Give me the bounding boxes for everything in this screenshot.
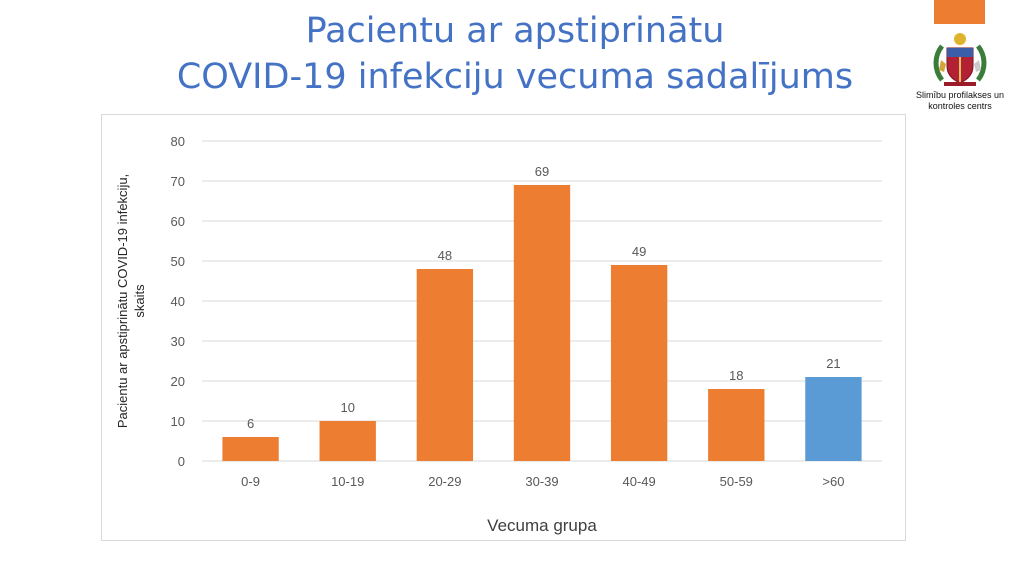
bar-chart: 0 10 20 30 40 50 60 70 80 6 10 48 69 49 18 21 0-9 10-19… xyxy=(115,134,882,535)
latvia-coat-of-arms-icon xyxy=(933,33,987,86)
data-label-50-59: 18 xyxy=(729,368,743,383)
x-axis-ticks: 0-9 10-19 20-29 30-39 40-49 50-59 >60 xyxy=(241,474,844,489)
x-tick-label: 40-49 xyxy=(623,474,656,489)
slide-title-line-1: Pacientu ar apstiprinātu xyxy=(305,11,725,51)
x-tick-label: >60 xyxy=(822,474,844,489)
x-axis-title: Vecuma grupa xyxy=(487,516,597,535)
bar->60 xyxy=(805,377,862,461)
bar-10-19 xyxy=(319,421,376,461)
spkc-logo: Slimību profilakses un kontroles centrs xyxy=(905,30,1015,120)
chart-frame: 0 10 20 30 40 50 60 70 80 6 10 48 69 49 18 21 0-9 10-19… xyxy=(101,114,906,541)
y-axis-title: Pacientu ar apstiprinātu COVID-19 infekc… xyxy=(115,174,147,428)
y-axis-ticks: 0 10 20 30 40 50 60 70 80 xyxy=(171,134,185,469)
y-tick-label: 80 xyxy=(171,134,185,149)
bar-data-labels: 6 10 48 69 49 18 21 xyxy=(247,164,841,431)
y-axis-title-line-1: Pacientu ar apstiprinātu COVID-19 infekc… xyxy=(115,174,130,428)
bars xyxy=(222,185,862,461)
y-axis-title-line-2: skaits xyxy=(132,284,147,318)
x-tick-label: 10-19 xyxy=(331,474,364,489)
data-label-20-29: 48 xyxy=(438,248,452,263)
x-tick-label: 20-29 xyxy=(428,474,461,489)
x-tick-label: 30-39 xyxy=(525,474,558,489)
y-tick-label: 60 xyxy=(171,214,185,229)
data-label-40-49: 49 xyxy=(632,244,646,259)
y-tick-label: 0 xyxy=(178,454,185,469)
y-tick-label: 50 xyxy=(171,254,185,269)
logo-text-line-2: kontroles centrs xyxy=(928,101,992,111)
logo-text-line-1: Slimību profilakses un xyxy=(915,90,1005,100)
accent-bar xyxy=(934,0,985,24)
y-tick-label: 70 xyxy=(171,174,185,189)
bar-0-9 xyxy=(222,437,279,461)
data-label->60: 21 xyxy=(826,356,840,371)
logo-text: Slimību profilakses un kontroles centrs xyxy=(905,90,1015,112)
data-label-30-39: 69 xyxy=(535,164,549,179)
data-label-0-9: 6 xyxy=(247,416,254,431)
bar-30-39 xyxy=(513,185,571,461)
y-tick-label: 20 xyxy=(171,374,185,389)
x-tick-label: 50-59 xyxy=(720,474,753,489)
y-tick-label: 10 xyxy=(171,414,185,429)
slide-title: Pacientu ar apstiprinātu COVID-19 infekc… xyxy=(130,8,900,100)
bar-40-49 xyxy=(610,265,668,461)
x-tick-label: 0-9 xyxy=(241,474,260,489)
slide-title-line-2: COVID-19 infekciju vecuma sadalījums xyxy=(176,57,854,97)
y-tick-label: 30 xyxy=(171,334,185,349)
bar-50-59 xyxy=(708,389,765,461)
bar-20-29 xyxy=(416,269,474,461)
y-tick-label: 40 xyxy=(171,294,185,309)
data-label-10-19: 10 xyxy=(340,400,354,415)
